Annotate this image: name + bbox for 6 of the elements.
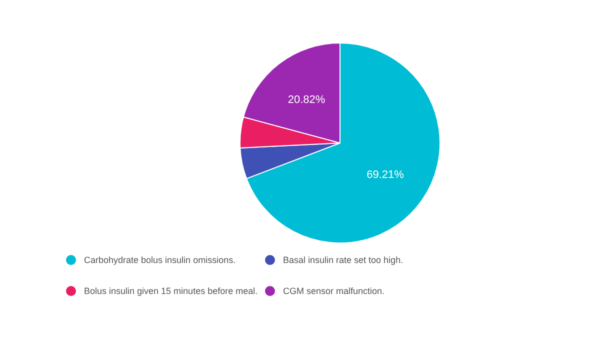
legend-label: Basal insulin rate set too high. xyxy=(283,255,404,266)
legend-label: CGM sensor malfunction. xyxy=(283,286,385,296)
data-label: 69.21% xyxy=(366,169,404,182)
legend-label: Carbohydrate bolus insulin omissions. xyxy=(84,255,236,266)
legend-label: Bolus insulin given 15 minutes before meal. xyxy=(84,286,258,296)
data-label: 20.82% xyxy=(288,94,326,106)
